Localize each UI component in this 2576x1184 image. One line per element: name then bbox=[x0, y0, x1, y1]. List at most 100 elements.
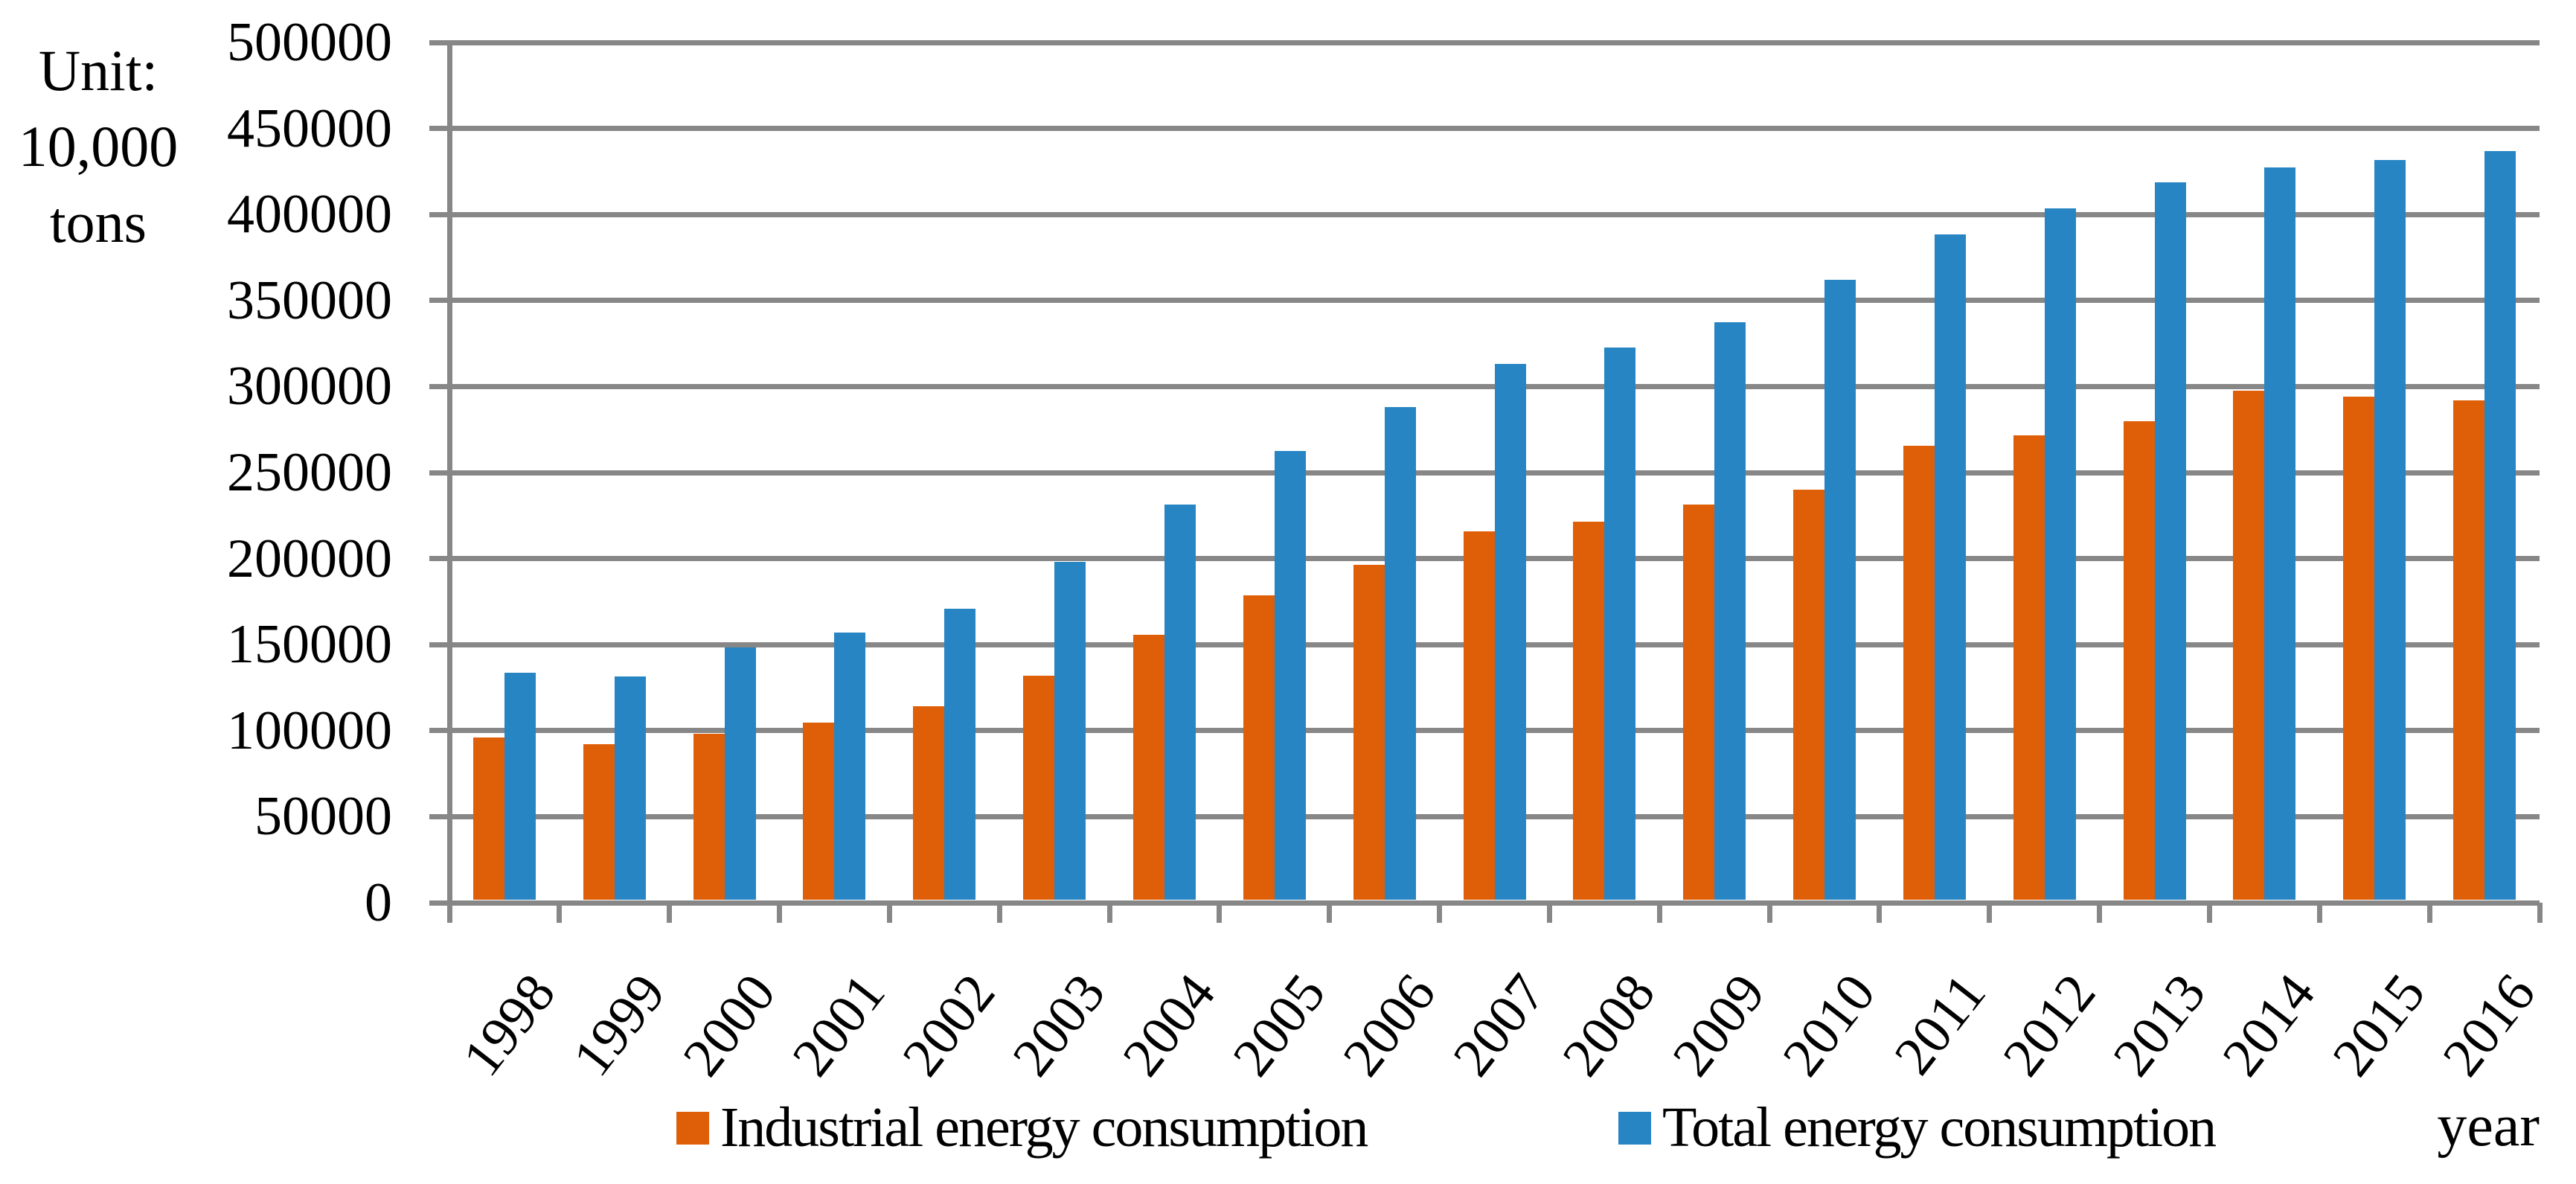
bar-total-2001 bbox=[834, 632, 866, 900]
x-axis-tick bbox=[2206, 903, 2212, 923]
x-axis-title: year bbox=[2437, 1093, 2540, 1159]
x-axis-year-label: 2011 bbox=[1883, 963, 1998, 1087]
gridline bbox=[429, 298, 2540, 304]
bar-total-2003 bbox=[1054, 562, 1086, 900]
bar-industrial-2009 bbox=[1683, 504, 1715, 900]
y-axis-line bbox=[446, 39, 452, 923]
x-axis-year-label: 2003 bbox=[1001, 963, 1118, 1088]
legend-label-industrial: Industrial energy consumption bbox=[720, 1096, 1368, 1159]
bar-industrial-2002 bbox=[913, 706, 945, 900]
bar-total-1999 bbox=[614, 676, 646, 900]
gridline bbox=[429, 126, 2540, 132]
x-axis-year-label: 2015 bbox=[2321, 963, 2438, 1088]
x-axis-year-label: 2006 bbox=[1331, 963, 1447, 1088]
x-axis-tick bbox=[1327, 903, 1333, 923]
x-axis-tick bbox=[1546, 903, 1552, 923]
x-axis-tick bbox=[2316, 903, 2322, 923]
bar-total-2008 bbox=[1604, 348, 1636, 900]
x-axis-year-label: 2010 bbox=[1771, 963, 1888, 1088]
unit-label: Unit: 10,000 tons bbox=[10, 33, 186, 260]
bar-industrial-2005 bbox=[1243, 595, 1275, 900]
x-axis-tick bbox=[1987, 903, 1993, 923]
legend-swatch-industrial bbox=[676, 1112, 709, 1145]
unit-label-line-3: tons bbox=[49, 190, 147, 255]
bar-total-2007 bbox=[1494, 364, 1526, 900]
gridline bbox=[429, 900, 2540, 906]
x-axis-year-label: 2002 bbox=[891, 963, 1007, 1088]
bar-total-2006 bbox=[1384, 407, 1416, 900]
bar-total-2013 bbox=[2154, 182, 2186, 900]
x-axis-tick bbox=[1877, 903, 1883, 923]
x-axis-year-label: 1999 bbox=[561, 963, 678, 1088]
x-axis-year-label: 2007 bbox=[1441, 963, 1557, 1088]
bar-industrial-1998 bbox=[472, 737, 504, 900]
x-axis-tick bbox=[2097, 903, 2103, 923]
x-axis-year-label: 2005 bbox=[1221, 963, 1338, 1088]
bar-industrial-2010 bbox=[1793, 490, 1825, 900]
bar-total-2005 bbox=[1274, 451, 1306, 900]
bar-total-1998 bbox=[504, 673, 536, 900]
x-axis-tick bbox=[1217, 903, 1223, 923]
bar-total-2009 bbox=[1714, 321, 1746, 900]
bar-industrial-2003 bbox=[1023, 675, 1055, 900]
gridline bbox=[429, 39, 2540, 45]
x-axis-year-label: 2016 bbox=[2431, 963, 2548, 1088]
x-axis-tick bbox=[996, 903, 1002, 923]
bar-industrial-2008 bbox=[1573, 521, 1605, 900]
y-axis-tick-label: 250000 bbox=[227, 442, 392, 503]
y-axis-tick-label: 400000 bbox=[227, 184, 392, 246]
x-axis-tick bbox=[1437, 903, 1443, 923]
legend-label-total: Total energy consumption bbox=[1662, 1096, 2217, 1159]
bar-industrial-2016 bbox=[2453, 400, 2485, 900]
bar-industrial-2013 bbox=[2123, 420, 2155, 900]
bar-industrial-2011 bbox=[1903, 446, 1935, 900]
bar-total-2016 bbox=[2484, 150, 2516, 900]
y-axis-tick-label: 500000 bbox=[227, 12, 392, 73]
y-axis-tick-label: 300000 bbox=[227, 356, 392, 417]
bar-industrial-2000 bbox=[693, 734, 725, 900]
bar-total-2002 bbox=[944, 608, 976, 900]
bar-industrial-2012 bbox=[2013, 435, 2045, 900]
bar-industrial-2004 bbox=[1132, 635, 1164, 900]
x-axis-year-label: 2012 bbox=[1991, 963, 2107, 1088]
x-axis-year-label: 2013 bbox=[2101, 963, 2217, 1088]
x-axis-tick bbox=[1766, 903, 1772, 923]
bar-industrial-2006 bbox=[1353, 564, 1385, 900]
y-axis-tick-label: 50000 bbox=[254, 786, 392, 848]
bar-total-2004 bbox=[1164, 504, 1196, 900]
y-axis-tick-label: 0 bbox=[365, 872, 392, 933]
x-axis-year-label: 2009 bbox=[1661, 963, 1778, 1088]
x-axis-year-label: 2001 bbox=[781, 963, 897, 1088]
x-axis-tick bbox=[667, 903, 673, 923]
bar-total-2015 bbox=[2374, 160, 2406, 900]
bar-industrial-2001 bbox=[803, 723, 835, 900]
x-axis-tick bbox=[2426, 903, 2432, 923]
gridline bbox=[429, 383, 2540, 389]
bar-total-2010 bbox=[1824, 280, 1856, 900]
bar-total-2014 bbox=[2264, 167, 2296, 900]
x-axis-year-label: 2008 bbox=[1551, 963, 1667, 1088]
bar-industrial-2014 bbox=[2233, 391, 2265, 900]
x-axis-year-label: 2014 bbox=[2211, 963, 2327, 1088]
y-axis-tick-label: 100000 bbox=[227, 700, 392, 761]
x-axis-year-label: 2004 bbox=[1111, 963, 1228, 1088]
bar-industrial-1999 bbox=[583, 744, 615, 900]
unit-label-line-1: Unit: bbox=[38, 38, 158, 103]
bar-industrial-2007 bbox=[1463, 531, 1495, 900]
legend-swatch-total bbox=[1618, 1112, 1651, 1145]
x-axis-tick bbox=[1106, 903, 1112, 923]
y-axis-tick-label: 150000 bbox=[227, 614, 392, 676]
y-axis-tick-label: 350000 bbox=[227, 269, 392, 331]
gridline bbox=[429, 211, 2540, 217]
bar-industrial-2015 bbox=[2343, 397, 2375, 900]
unit-label-line-2: 10,000 bbox=[18, 114, 179, 179]
y-axis-tick-label: 200000 bbox=[227, 528, 392, 589]
x-axis-year-label: 2000 bbox=[671, 963, 787, 1088]
bar-total-2012 bbox=[2044, 208, 2076, 900]
x-axis-tick bbox=[1656, 903, 1662, 923]
bar-total-2011 bbox=[1934, 234, 1966, 900]
x-axis-tick bbox=[557, 903, 563, 923]
x-axis-year-label: 1998 bbox=[451, 963, 568, 1088]
x-axis-tick bbox=[886, 903, 892, 923]
gridline bbox=[429, 470, 2540, 476]
